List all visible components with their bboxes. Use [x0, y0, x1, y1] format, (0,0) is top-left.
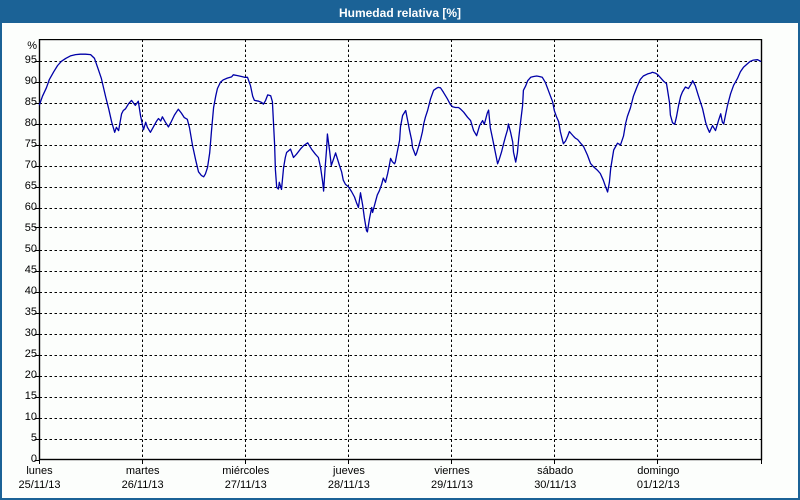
day-date: 28/11/13: [327, 479, 370, 491]
y-tick-label: 10: [24, 411, 37, 423]
y-tick-label: 95: [24, 54, 37, 66]
y-tick-label: 70: [24, 159, 37, 171]
y-tick-label: 5: [30, 432, 37, 444]
chart-area: % 95 90 85 80 75 70 65 60 55 50 45 40 35 30 25 20 15 10 5 0…: [2, 23, 798, 498]
chart-svg: [34, 39, 763, 464]
plot-frame: [38, 39, 763, 461]
x-day-label: martes 26/11/13: [88, 464, 198, 492]
x-day-label: miércoles 27/11/13: [191, 464, 301, 492]
day-name: miércoles: [222, 465, 270, 477]
y-tick-label: 45: [24, 264, 37, 276]
y-tick-label: 40: [24, 285, 37, 297]
y-tick-label: 15: [24, 390, 37, 402]
y-tick-label: 50: [24, 243, 37, 255]
x-day-label: sábado 30/11/13: [500, 464, 610, 492]
day-date: 27/11/13: [224, 479, 267, 491]
y-axis-unit-label: %: [27, 40, 37, 52]
day-date: 01/12/13: [636, 479, 680, 491]
y-tick-label: 75: [24, 138, 37, 150]
day-name: martes: [125, 465, 160, 477]
day-date: 30/11/13: [534, 479, 577, 491]
y-tick-label: 25: [24, 348, 37, 360]
y-tick-label: 0: [30, 453, 37, 465]
y-tick-label: 85: [24, 96, 37, 108]
x-day-label: lunes 25/11/13: [2, 464, 95, 492]
day-date: 29/11/13: [431, 479, 474, 491]
x-day-label: domingo 01/12/13: [603, 464, 713, 492]
y-tick-label: 65: [24, 180, 37, 192]
y-tick-label: 60: [24, 201, 37, 213]
y-tick-label: 20: [24, 369, 37, 381]
window-title: Humedad relativa [%]: [338, 5, 462, 20]
day-name: domingo: [637, 465, 680, 477]
day-date: 25/11/13: [18, 479, 61, 491]
title-bar: Humedad relativa [%]: [2, 2, 798, 23]
y-tick-label: 35: [24, 306, 37, 318]
day-name: sábado: [537, 465, 574, 477]
day-name: jueves: [333, 465, 365, 477]
y-tick-label: 80: [24, 117, 37, 129]
y-tick-label: 30: [24, 327, 37, 339]
y-tick-label: 90: [24, 75, 37, 87]
x-day-label: jueves 28/11/13: [294, 464, 404, 492]
day-name: lunes: [26, 465, 53, 477]
day-date: 26/11/13: [121, 479, 164, 491]
humidity-line: [38, 53, 762, 233]
y-tick-label: 55: [24, 222, 37, 234]
day-name: viernes: [434, 465, 470, 477]
x-day-label: viernes 29/11/13: [397, 464, 507, 492]
